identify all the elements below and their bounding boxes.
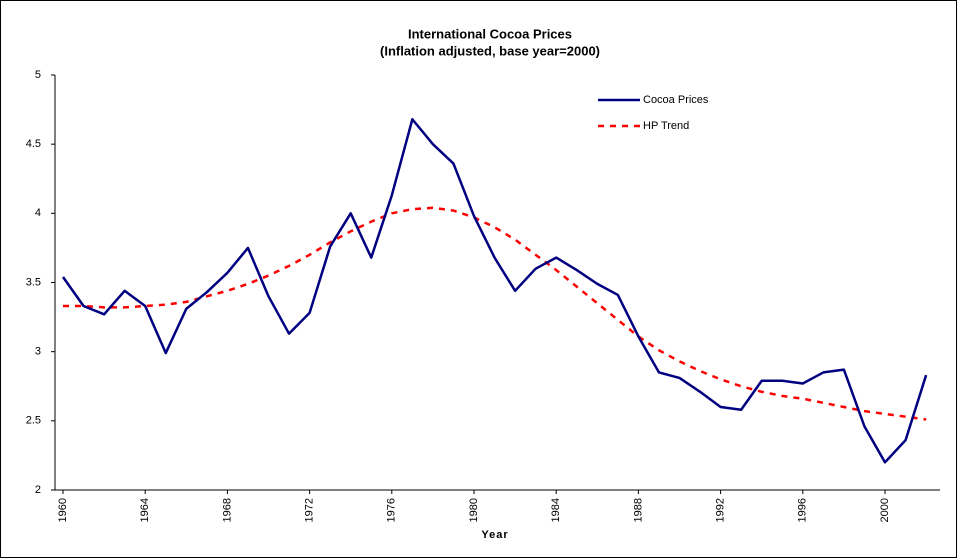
x-tick-label: 1960 xyxy=(57,498,69,522)
legend-label: Cocoa Prices xyxy=(643,94,709,106)
series-line xyxy=(63,206,927,421)
y-tick-label: 3 xyxy=(35,346,41,358)
y-tick-label: 4.5 xyxy=(26,138,41,150)
x-tick-label: 2000 xyxy=(879,498,891,522)
x-tick-label: 1992 xyxy=(715,498,727,522)
x-tick-label: 1984 xyxy=(550,498,562,522)
chart-subtitle: (Inflation adjusted, base year=2000) xyxy=(380,43,600,58)
y-tick-label: 3.5 xyxy=(26,276,41,288)
x-axis-title: Year xyxy=(481,529,508,541)
y-tick-label: 4 xyxy=(35,207,41,219)
x-tick-label: 1988 xyxy=(632,498,644,522)
y-tick-label: 2.5 xyxy=(26,415,41,427)
chart-title: International Cocoa Prices xyxy=(408,26,572,41)
series-line xyxy=(61,118,928,464)
x-tick-label: 1964 xyxy=(139,498,151,522)
y-tick-label: 5 xyxy=(35,69,41,81)
x-tick-label: 1976 xyxy=(386,498,398,522)
x-tick-label: 1996 xyxy=(797,498,809,522)
y-tick-label: 2 xyxy=(35,484,41,496)
x-tick-label: 1972 xyxy=(304,498,316,522)
x-tick-label: 1968 xyxy=(221,498,233,522)
legend-label: HP Trend xyxy=(643,120,689,132)
x-tick-label: 1980 xyxy=(468,498,480,522)
